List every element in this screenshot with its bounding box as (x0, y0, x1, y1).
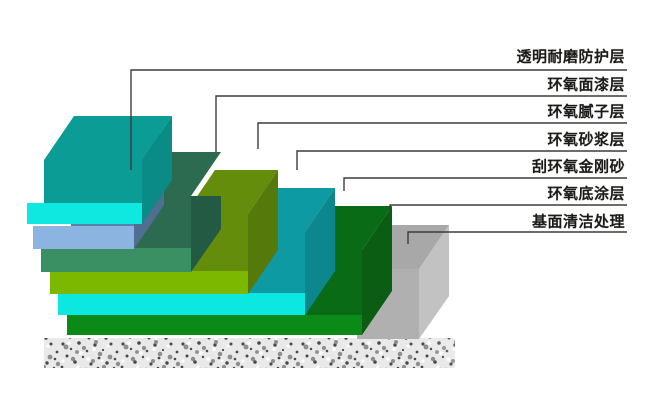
layer-5-front (58, 293, 305, 315)
layer-clear-wear-coat[interactable] (27, 116, 172, 224)
layer-6-side (362, 206, 392, 335)
layer-1-side (142, 116, 172, 224)
layer-4-side (248, 170, 278, 294)
layer-6-front (67, 315, 362, 335)
label-epoxy-topcoat: 环氧面漆层 (547, 76, 625, 94)
layer-3-front (41, 248, 191, 272)
layer-3-side (191, 196, 221, 272)
layer-1-front (27, 203, 142, 224)
layer-1-front-upper (44, 160, 142, 203)
layer-4-front (50, 271, 248, 294)
layer-7-side (419, 225, 449, 339)
leader-line-4 (296, 150, 627, 170)
leader-line-5 (343, 177, 627, 191)
label-epoxy-emery: 刮环氧金刚砂 (531, 158, 625, 176)
leader-line-3 (257, 122, 627, 149)
layer-2-front (33, 226, 134, 249)
label-clear-wear-coat: 透明耐磨防护层 (516, 48, 625, 66)
leader-line-6 (389, 204, 627, 210)
leader-line-1 (130, 69, 627, 170)
layer-5-side (305, 188, 335, 315)
leader-line-7 (407, 231, 627, 244)
leader-lines (130, 69, 627, 244)
leader-line-2 (215, 95, 627, 152)
label-substrate-prep: 基面清洁处理 (531, 213, 625, 231)
concrete-substrate (44, 338, 455, 368)
layer-1-top (44, 116, 172, 160)
label-epoxy-primer: 环氧底涂层 (547, 185, 625, 203)
label-epoxy-putty: 环氧腻子层 (547, 103, 625, 121)
label-epoxy-mortar: 环氧砂浆层 (547, 131, 625, 149)
